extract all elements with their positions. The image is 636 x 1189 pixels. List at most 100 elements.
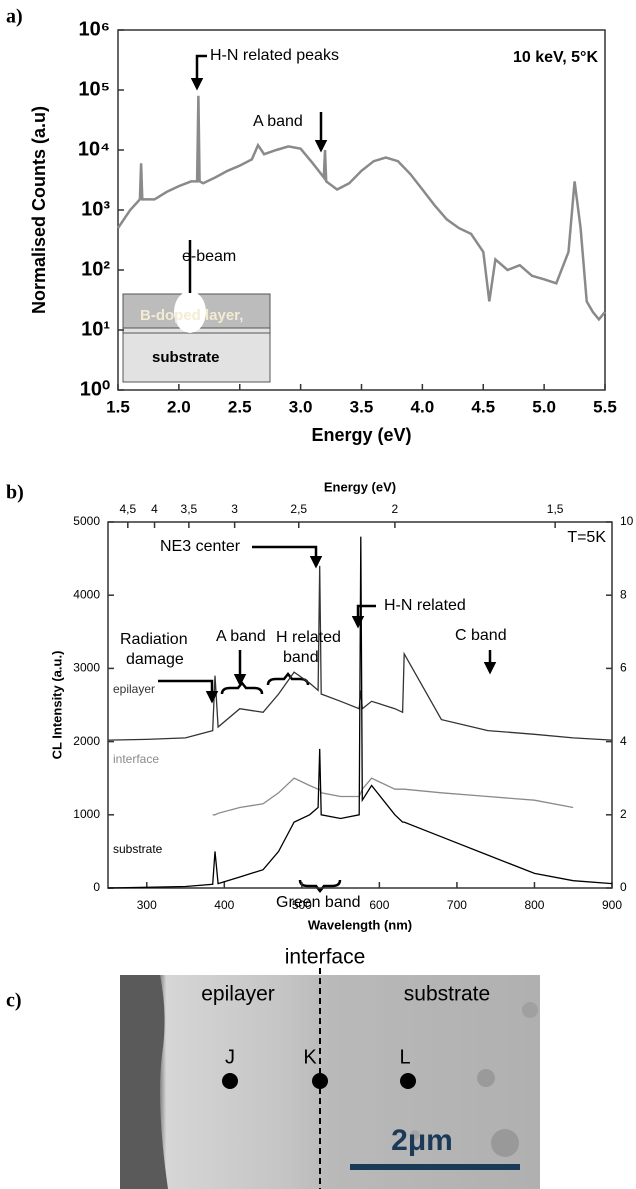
sem-pit bbox=[522, 1002, 538, 1018]
annotation: H-N related peaks bbox=[210, 47, 339, 64]
y-axis-label: CL Intensity (a.u.) bbox=[49, 651, 64, 760]
y-tick-label: 10⁰ bbox=[80, 378, 110, 400]
inset-text: substrate bbox=[152, 349, 220, 366]
series-label: epilayer bbox=[113, 682, 155, 696]
y2-tick-label: 0 bbox=[620, 880, 627, 894]
annotation-arrow bbox=[351, 604, 376, 629]
x-tick-label: 600 bbox=[369, 898, 389, 912]
point-label: J bbox=[225, 1046, 235, 1068]
sem-pit bbox=[410, 1130, 420, 1140]
x2-tick-label: 3,5 bbox=[181, 502, 198, 516]
y-tick-label: 10⁶ bbox=[79, 18, 110, 40]
x2-tick-label: 4 bbox=[151, 502, 158, 516]
y-tick-label: 10¹ bbox=[81, 318, 110, 340]
y-tick-label: 10² bbox=[81, 258, 110, 280]
x-tick-label: 500 bbox=[292, 898, 312, 912]
y-tick-label: 1000 bbox=[73, 807, 100, 821]
y-tick-label: 10⁴ bbox=[78, 138, 110, 160]
sem-pit bbox=[491, 1129, 519, 1157]
y2-tick-label: 10 bbox=[620, 514, 634, 528]
point-label: L bbox=[399, 1046, 410, 1068]
point bbox=[312, 1073, 328, 1089]
annotation: 10 keV, 5°K bbox=[513, 49, 598, 66]
plot-frame bbox=[107, 521, 613, 889]
sem-pit bbox=[477, 1069, 495, 1087]
y-tick-label: 2000 bbox=[73, 734, 100, 748]
y-tick-label: 0 bbox=[93, 880, 100, 894]
annotation-arrow bbox=[158, 679, 219, 704]
y2-tick-label: 8 bbox=[620, 587, 627, 601]
annotation: e-beam bbox=[182, 248, 236, 265]
image-title: interface bbox=[285, 946, 366, 969]
x-tick-label: 700 bbox=[447, 898, 467, 912]
x-tick-label: 5.5 bbox=[593, 397, 617, 416]
y-tick-label: 4000 bbox=[73, 587, 100, 601]
annotation: H related bbox=[276, 629, 341, 646]
x2-tick-label: 2,5 bbox=[290, 502, 307, 516]
series-label: interface bbox=[113, 752, 159, 766]
series-line bbox=[212, 777, 574, 816]
y-tick-label: 5000 bbox=[73, 514, 100, 528]
inset: B-doped layer, substrate bbox=[122, 291, 271, 383]
point-label: K bbox=[303, 1046, 317, 1068]
y2-tick-label: 4 bbox=[620, 734, 627, 748]
inset-text: B-doped layer, bbox=[140, 307, 243, 324]
point bbox=[222, 1073, 238, 1089]
annotation: NE3 center bbox=[160, 538, 241, 555]
x-axis-label: Wavelength (nm) bbox=[308, 917, 412, 932]
annotation-arrow bbox=[252, 545, 323, 569]
annotation: band bbox=[283, 649, 319, 666]
annotation: T=5K bbox=[567, 529, 606, 546]
annotation: Radiation bbox=[120, 631, 188, 648]
region-label: substrate bbox=[404, 983, 490, 1006]
x2-tick-label: 1,5 bbox=[547, 502, 564, 516]
x2-tick-label: 2 bbox=[392, 502, 399, 516]
sem-image: interface epilayer substrate J K L 2μm bbox=[120, 946, 540, 1189]
y2-tick-label: 6 bbox=[620, 661, 627, 675]
y-axis-label: Normalised Counts (a.u) bbox=[29, 106, 49, 314]
y2-tick-label: 2 bbox=[620, 807, 627, 821]
x-tick-label: 4.0 bbox=[411, 397, 435, 416]
sem-edge bbox=[120, 975, 168, 1189]
series-label: substrate bbox=[113, 842, 163, 856]
x-tick-label: 3.5 bbox=[350, 397, 374, 416]
annotation: A band bbox=[253, 113, 303, 130]
x-tick-label: 400 bbox=[214, 898, 234, 912]
beam-spot bbox=[174, 291, 206, 333]
y-tick-label: 10³ bbox=[81, 198, 110, 220]
x-tick-label: 1.5 bbox=[106, 397, 130, 416]
panel-label: c) bbox=[6, 990, 22, 1012]
panel-label: a) bbox=[6, 6, 23, 28]
annotation: A band bbox=[216, 628, 266, 645]
brace bbox=[298, 879, 342, 894]
scale-label: 2μm bbox=[391, 1124, 453, 1157]
annotation: C band bbox=[455, 627, 507, 644]
region-label: epilayer bbox=[201, 983, 275, 1006]
series-line bbox=[107, 536, 613, 889]
x2-tick-label: 3 bbox=[231, 502, 238, 516]
brace bbox=[266, 671, 310, 686]
x-tick-label: 5.0 bbox=[532, 397, 556, 416]
x2-axis-label: Energy (eV) bbox=[324, 479, 396, 494]
x2-tick-label: 4,5 bbox=[119, 502, 136, 516]
y-tick-label: 10⁵ bbox=[78, 78, 110, 100]
x-tick-label: 3.0 bbox=[289, 397, 313, 416]
x-tick-label: 300 bbox=[137, 898, 157, 912]
x-tick-label: 4.5 bbox=[471, 397, 495, 416]
annotation: H-N related bbox=[384, 597, 466, 614]
x-axis-label: Energy (eV) bbox=[311, 425, 411, 445]
y-tick-label: 3000 bbox=[73, 661, 100, 675]
annotation-arrow bbox=[190, 54, 207, 91]
annotation: damage bbox=[126, 651, 184, 668]
x-tick-label: 900 bbox=[602, 898, 622, 912]
panel-label: b) bbox=[6, 482, 24, 504]
point bbox=[400, 1073, 416, 1089]
sem-background bbox=[120, 975, 540, 1189]
x-tick-label: 2.5 bbox=[228, 397, 252, 416]
brace bbox=[220, 680, 264, 695]
annotation: Green band bbox=[276, 894, 361, 911]
x-tick-label: 2.0 bbox=[167, 397, 191, 416]
x-tick-label: 800 bbox=[524, 898, 544, 912]
